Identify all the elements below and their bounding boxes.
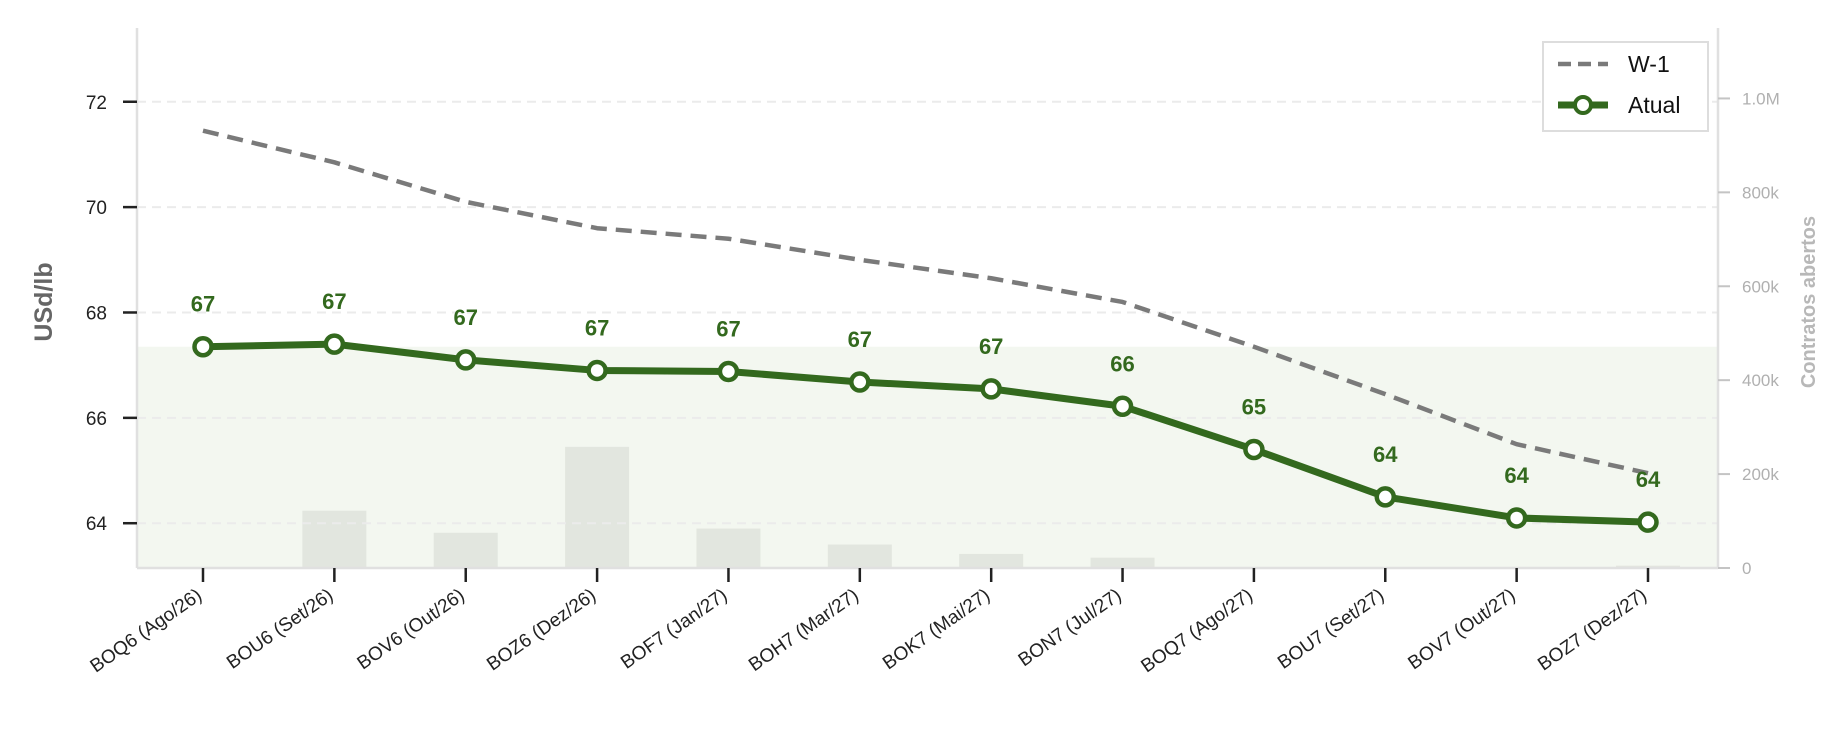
data-label: 64 (1504, 463, 1529, 488)
legend-atual-marker (1573, 95, 1593, 115)
x-tick-label: BOU6 (Set/26) (223, 585, 337, 674)
open-interest-bar (696, 528, 761, 568)
series-atual-point (586, 359, 608, 382)
y-axis-title: USd/lb (30, 262, 58, 341)
x-tick-label: BOK7 (Mai/27) (879, 585, 994, 674)
y-tick-label: 68 (86, 303, 107, 324)
open-interest-bar (433, 532, 498, 568)
series-atual-point (849, 371, 871, 393)
series-atual-point (192, 335, 214, 358)
y-tick-label: 70 (86, 198, 107, 219)
y-tick-label: 66 (86, 409, 107, 430)
y2-tick-label: 200k (1742, 465, 1779, 484)
data-label: 67 (716, 316, 740, 341)
data-label: 66 (1110, 351, 1134, 376)
series-atual-point (980, 378, 1002, 400)
series-atual-point (1243, 438, 1265, 461)
y-tick-label: 64 (86, 514, 108, 535)
data-label: 64 (1373, 442, 1398, 467)
x-tick-label: BOZ6 (Dez/26) (483, 585, 600, 675)
open-interest-bar (1090, 557, 1155, 568)
y2-tick-label: 0 (1742, 559, 1751, 578)
open-interest-bar (565, 446, 630, 568)
data-label: 64 (1636, 467, 1661, 492)
series-atual-point (454, 349, 477, 371)
x-tick-label: BON7 (Jul/27) (1015, 585, 1126, 671)
y-tick-label: 72 (86, 93, 107, 114)
data-label: 67 (848, 327, 872, 352)
x-tick-label: BOF7 (Jan/27) (617, 585, 731, 674)
series-atual-point (1505, 507, 1528, 529)
y2-tick-label: 400k (1742, 371, 1779, 390)
data-label: 67 (585, 315, 609, 340)
y2-axis-title: Contratos abertos (1798, 216, 1820, 388)
x-tick-label: BOU7 (Set/27) (1274, 585, 1388, 674)
y2-tick-label: 800k (1742, 183, 1779, 202)
legend-atual-label: Atual (1628, 92, 1680, 118)
data-label: 65 (1242, 394, 1266, 419)
series-atual-point (1374, 486, 1397, 508)
series-atual-point (1111, 395, 1134, 418)
open-interest-bar (302, 510, 367, 568)
data-label: 67 (322, 289, 346, 314)
x-tick-label: BOV7 (Out/27) (1405, 585, 1520, 674)
series-atual-line (202, 340, 1649, 526)
y2-tick-label: 600k (1742, 277, 1779, 296)
data-label: 67 (979, 334, 1003, 359)
shaded-area (137, 346, 1718, 568)
series-atual-point (1637, 511, 1659, 533)
legend-w1-label: W-1 (1628, 51, 1670, 77)
x-tick-label: BOV6 (Out/26) (354, 585, 469, 674)
x-tick-label: BOQ6 (Ago/26) (87, 585, 206, 677)
data-label: 67 (453, 305, 477, 330)
series-w1-line (202, 128, 1649, 476)
x-tick-label: BOZ7 (Dez/27) (1534, 585, 1651, 675)
legend: W-1 Atual (1542, 41, 1709, 132)
open-interest-bar (959, 553, 1024, 568)
x-tick-label: BOH7 (Mar/27) (745, 585, 863, 676)
data-label: 67 (191, 292, 215, 317)
series-atual-point (323, 333, 346, 355)
legend-box (1542, 41, 1709, 132)
y2-tick-label: 1.0M (1742, 89, 1780, 108)
x-tick-label: BOQ7 (Ago/27) (1137, 585, 1256, 677)
series-atual-point (717, 360, 740, 383)
open-interest-bar (827, 544, 892, 568)
